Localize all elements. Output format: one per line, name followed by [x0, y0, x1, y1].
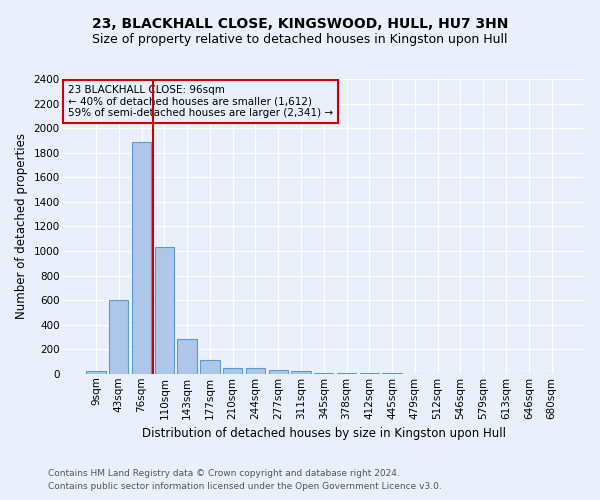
Bar	[178, 339, 197, 374]
Bar	[132, 142, 151, 374]
Text: 23, BLACKHALL CLOSE, KINGSWOOD, HULL, HU7 3HN: 23, BLACKHALL CLOSE, KINGSWOOD, HULL, HU…	[92, 18, 508, 32]
Bar	[155, 248, 174, 374]
Text: Contains HM Land Registry data © Crown copyright and database right 2024.: Contains HM Land Registry data © Crown c…	[48, 468, 400, 477]
Text: Size of property relative to detached houses in Kingston upon Hull: Size of property relative to detached ho…	[92, 32, 508, 46]
X-axis label: Distribution of detached houses by size in Kingston upon Hull: Distribution of detached houses by size …	[142, 427, 506, 440]
Bar	[269, 370, 288, 374]
Text: 23 BLACKHALL CLOSE: 96sqm
← 40% of detached houses are smaller (1,612)
59% of se: 23 BLACKHALL CLOSE: 96sqm ← 40% of detac…	[68, 85, 333, 118]
Bar	[200, 360, 220, 374]
Bar	[314, 373, 334, 374]
Bar	[246, 368, 265, 374]
Bar	[109, 300, 128, 374]
Bar	[86, 372, 106, 374]
Bar	[337, 373, 356, 374]
Y-axis label: Number of detached properties: Number of detached properties	[15, 134, 28, 320]
Bar	[223, 368, 242, 374]
Text: Contains public sector information licensed under the Open Government Licence v3: Contains public sector information licen…	[48, 482, 442, 491]
Bar	[292, 372, 311, 374]
